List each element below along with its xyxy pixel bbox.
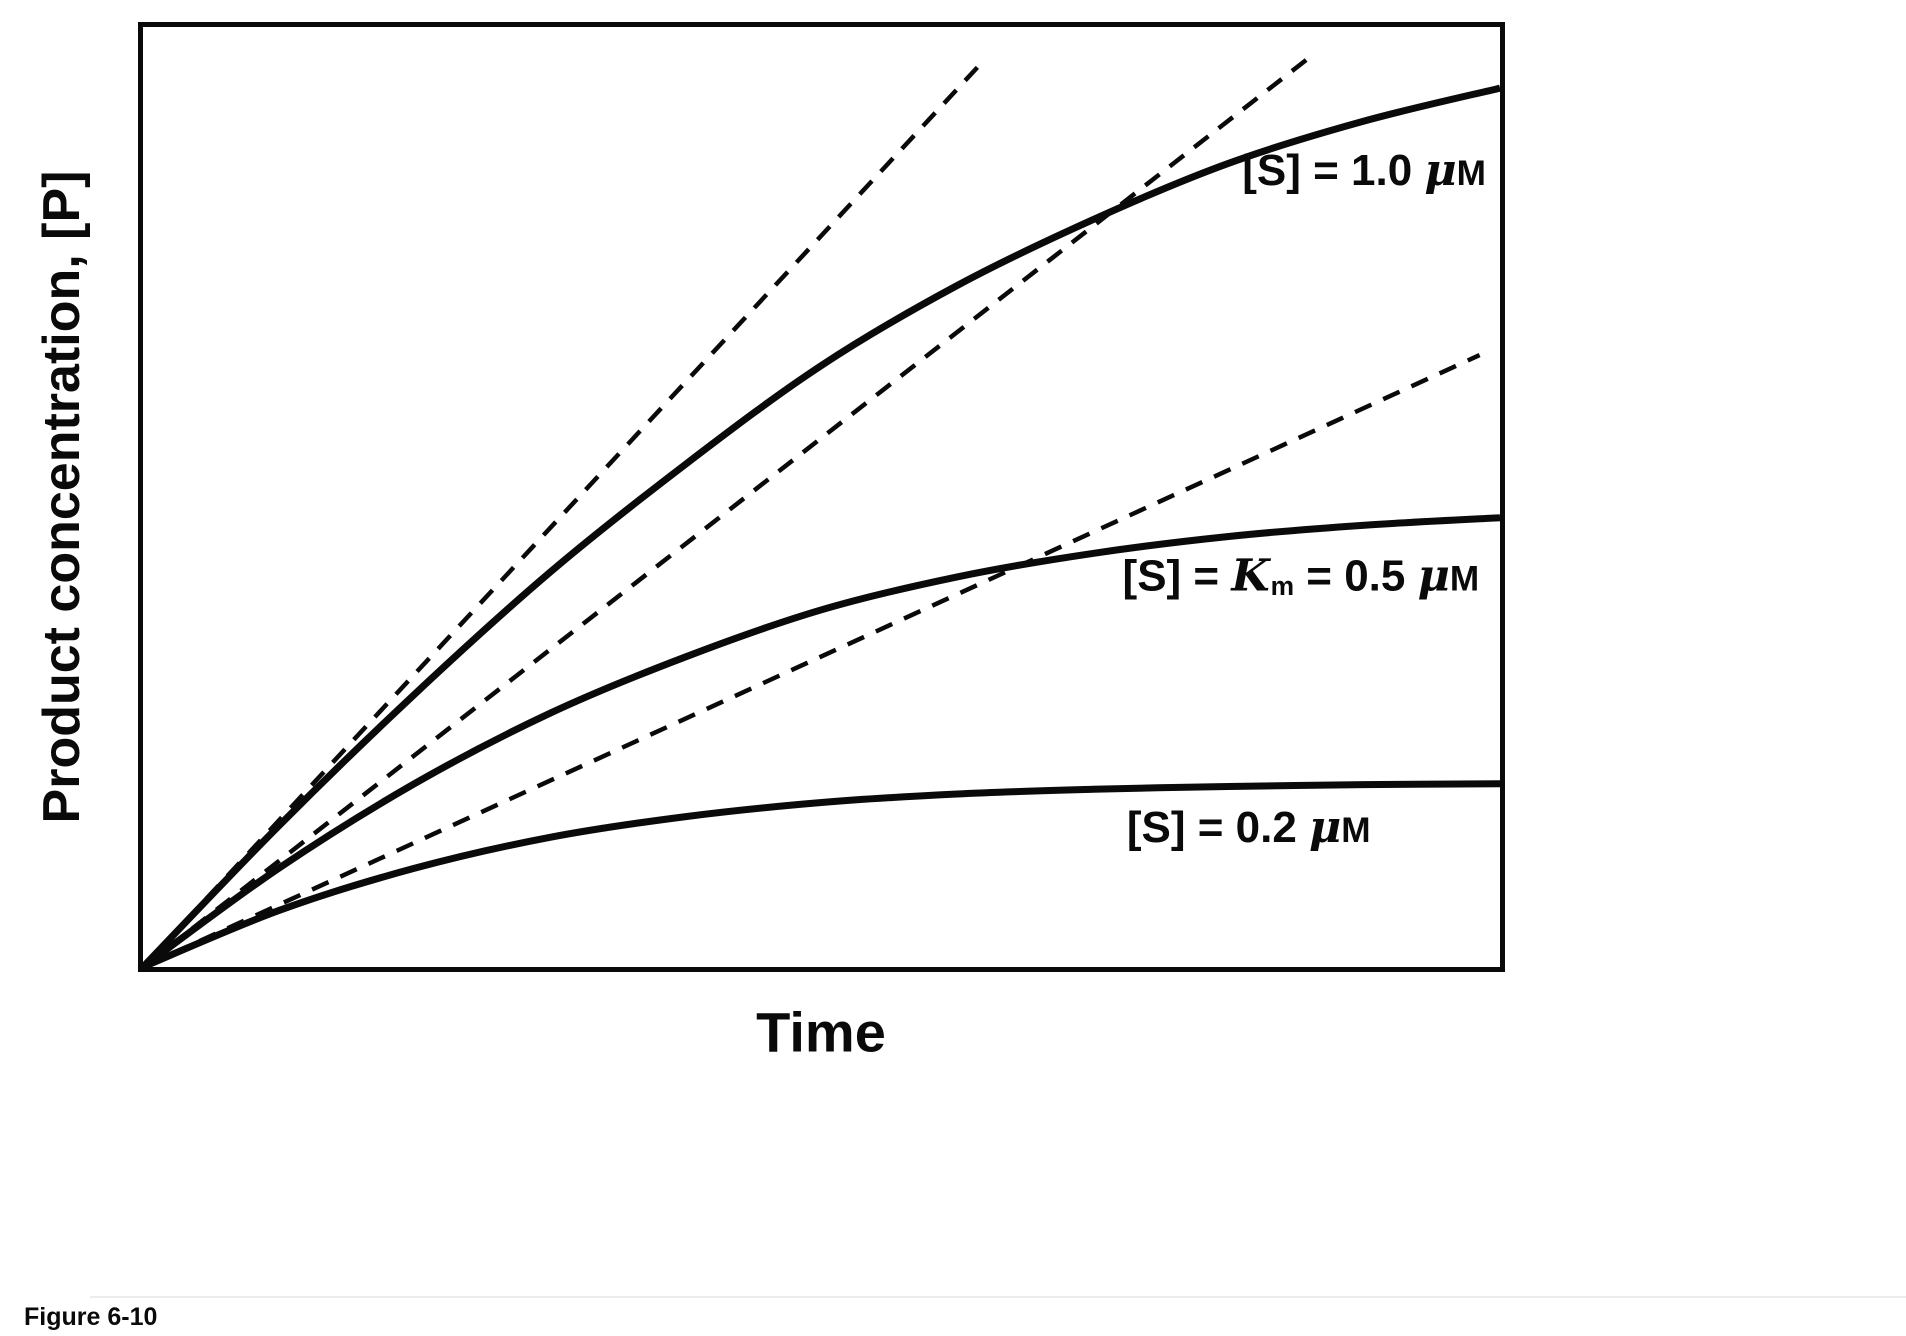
curve-labels-layer: [S] = 1.0 μM [S] = Km = 0.5 μM [S] = 0.2 μ…	[143, 27, 1500, 967]
label-text: M	[1456, 153, 1487, 193]
series-progress-S-1.0uM	[143, 84, 1500, 967]
label-text: m	[1270, 571, 1295, 602]
curve-label-2: [S] = 0.2 μM	[1126, 802, 1372, 852]
label-text: M	[1449, 559, 1480, 599]
mu-symbol: μ	[1424, 144, 1457, 196]
label-text: K	[1231, 550, 1270, 602]
series-tangent-S-0.2uM	[143, 353, 1481, 967]
plot-area: [S] = 1.0 μM [S] = Km = 0.5 μM [S] = 0.2 μ…	[138, 22, 1505, 972]
mu-symbol: μ	[1309, 801, 1342, 853]
series-tangent-S-1.0uM	[143, 58, 986, 967]
label-text: M	[1341, 810, 1372, 850]
chart-canvas	[143, 56, 1500, 967]
label-text: [S] = 1.0	[1242, 145, 1425, 195]
x-axis-label: Time	[756, 1000, 886, 1064]
label-text: = 0.5	[1294, 551, 1418, 601]
series-progress-S-0.2uM	[143, 780, 1500, 967]
mu-symbol: μ	[1417, 550, 1450, 602]
figure-caption: Figure 6-10	[24, 1303, 158, 1331]
label-text: [S] =	[1122, 551, 1232, 601]
curve-label-1: [S] = Km = 0.5 μM	[1123, 554, 1480, 599]
footer-divider	[90, 1296, 1906, 1298]
series-progress-S-0.5uM	[143, 514, 1500, 967]
y-axis-label: Product concentration, [P]	[33, 170, 91, 824]
label-text: [S] = 0.2	[1126, 802, 1310, 852]
curve-label-0: [S] = 1.0 μM	[1242, 145, 1487, 195]
